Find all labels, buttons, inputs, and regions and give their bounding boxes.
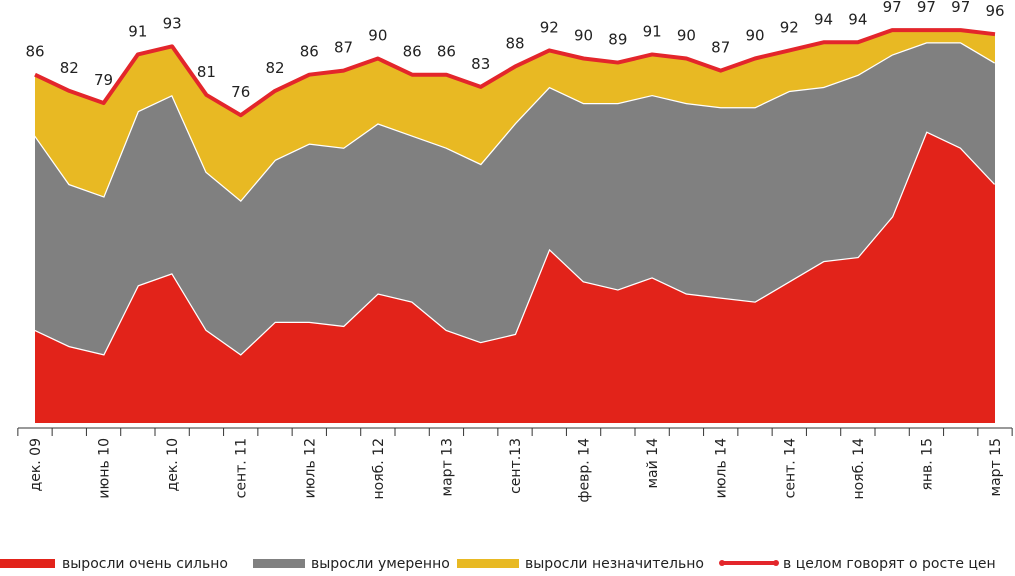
data-label: 87 <box>334 39 353 57</box>
data-label: 97 <box>883 0 902 16</box>
data-label: 83 <box>471 55 490 73</box>
data-label: 86 <box>437 43 456 61</box>
data-label: 93 <box>163 14 182 32</box>
data-label: 97 <box>951 0 970 16</box>
x-tick-label: июль 12 <box>302 438 318 498</box>
data-label: 90 <box>677 27 696 45</box>
data-label: 86 <box>403 43 422 61</box>
data-label: 96 <box>985 2 1004 20</box>
area <box>35 42 995 355</box>
data-label: 86 <box>25 43 44 61</box>
data-label: 90 <box>574 27 593 45</box>
area <box>35 131 995 423</box>
data-label: 89 <box>608 31 627 49</box>
data-label: 81 <box>197 63 216 81</box>
x-tick-label: дек. 09 <box>28 438 44 491</box>
x-tick-label: март 15 <box>988 438 1004 496</box>
x-tick-label: сент. 11 <box>234 438 250 498</box>
data-label: 82 <box>60 59 79 77</box>
x-tick-label: нояб. 14 <box>851 438 867 500</box>
legend-swatch <box>253 559 305 568</box>
legend-swatch <box>0 559 55 568</box>
legend-label: выросли очень сильно <box>62 556 228 572</box>
data-label: 76 <box>231 83 250 101</box>
data-label: 90 <box>368 27 387 45</box>
legend-label: выросли незначительно <box>525 556 704 572</box>
data-label: 94 <box>848 10 867 28</box>
data-label: 97 <box>917 0 936 16</box>
legend-swatch <box>457 559 519 568</box>
x-tick-label: март 13 <box>439 438 455 496</box>
legend-swatch <box>773 560 779 566</box>
data-label: 92 <box>540 18 559 36</box>
data-label: 82 <box>265 59 284 77</box>
data-label: 88 <box>505 35 524 53</box>
data-label: 91 <box>643 22 662 40</box>
data-label: 86 <box>300 43 319 61</box>
data-label: 92 <box>780 18 799 36</box>
x-tick-label: май 14 <box>645 438 661 489</box>
data-label: 79 <box>94 71 113 89</box>
x-tick-label: сент. 14 <box>782 438 798 498</box>
x-tick-label: нояб. 12 <box>371 438 387 500</box>
data-label: 94 <box>814 10 833 28</box>
data-label: 90 <box>745 27 764 45</box>
legend-label: в целом говорят о росте цен <box>783 556 996 572</box>
x-tick-label: июль 14 <box>714 438 730 498</box>
x-tick-label: сент.13 <box>508 438 524 494</box>
x-tick-label: дек. 10 <box>165 438 181 491</box>
total-line <box>34 28 996 118</box>
legend-swatch <box>719 560 725 566</box>
area <box>35 30 995 201</box>
data-label: 87 <box>711 39 730 57</box>
x-tick-label: февр. 14 <box>577 438 593 503</box>
x-tick-label: июнь 10 <box>97 438 113 499</box>
x-tick-label: янв. 15 <box>919 438 935 491</box>
legend-label: выросли умеренно <box>311 556 450 572</box>
data-label: 91 <box>128 22 147 40</box>
